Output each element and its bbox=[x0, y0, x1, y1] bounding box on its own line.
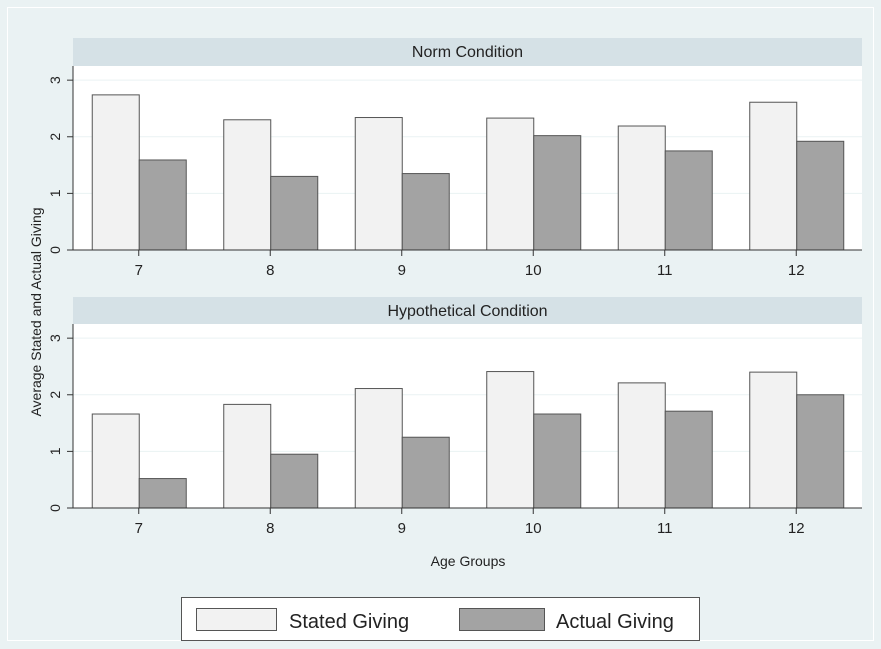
y-tick-label: 3 bbox=[47, 334, 63, 342]
bar-stated bbox=[749, 101, 798, 251]
panel-title: Hypothetical Condition bbox=[387, 303, 547, 320]
y-tick-label: 1 bbox=[47, 447, 63, 455]
bar-actual bbox=[664, 150, 713, 251]
bar-stated bbox=[223, 119, 272, 251]
bar-actual bbox=[533, 413, 582, 509]
x-tick-label: 9 bbox=[398, 262, 406, 279]
plot-area bbox=[73, 324, 862, 508]
x-tick-label: 9 bbox=[398, 520, 406, 537]
x-tick-label: 11 bbox=[657, 520, 673, 537]
x-tick-label: 8 bbox=[266, 262, 274, 279]
bar-actual bbox=[533, 135, 582, 251]
y-tick-label: 1 bbox=[47, 189, 63, 197]
panel-header bbox=[73, 297, 862, 324]
x-axis-label: Age Groups bbox=[431, 553, 506, 569]
bar-stated bbox=[617, 382, 666, 509]
y-tick-label: 2 bbox=[47, 391, 63, 399]
y-tick-label: 3 bbox=[47, 76, 63, 84]
bar-actual bbox=[138, 159, 187, 251]
x-tick-label: 7 bbox=[135, 520, 143, 537]
bar-actual bbox=[796, 140, 845, 251]
bar-actual bbox=[664, 410, 713, 509]
bar-actual bbox=[270, 453, 319, 509]
bar-stated bbox=[223, 403, 272, 509]
panel-header bbox=[73, 38, 862, 66]
bar-stated bbox=[617, 125, 666, 251]
x-tick-label: 10 bbox=[525, 520, 542, 537]
x-tick-label: 8 bbox=[266, 520, 274, 537]
x-tick-label: 12 bbox=[788, 520, 805, 537]
x-tick-label: 7 bbox=[135, 262, 143, 279]
bar-actual bbox=[401, 173, 450, 251]
y-tick-label: 2 bbox=[47, 133, 63, 141]
bar-actual bbox=[401, 436, 450, 509]
bar-stated bbox=[486, 117, 535, 251]
legend-swatch-stated bbox=[196, 608, 277, 631]
bar-actual bbox=[796, 394, 845, 509]
y-axis-label: Average Stated and Actual Giving bbox=[28, 207, 44, 416]
x-tick-label: 12 bbox=[788, 262, 805, 279]
y-tick-label: 0 bbox=[47, 504, 63, 512]
x-tick-label: 11 bbox=[657, 262, 673, 279]
legend-label-stated: Stated Giving bbox=[289, 611, 409, 633]
bar-stated bbox=[91, 413, 140, 509]
bar-stated bbox=[354, 388, 403, 509]
bar-stated bbox=[486, 371, 535, 509]
plot-area bbox=[73, 66, 862, 250]
bar-stated bbox=[749, 371, 798, 509]
panel-title: Norm Condition bbox=[412, 44, 523, 61]
legend: Stated Giving Actual Giving bbox=[181, 597, 700, 641]
bar-actual bbox=[270, 175, 319, 251]
legend-swatch-actual bbox=[459, 608, 545, 631]
y-tick-label: 0 bbox=[47, 246, 63, 254]
x-tick-label: 10 bbox=[525, 262, 542, 279]
bar-stated bbox=[91, 94, 140, 251]
bar-actual bbox=[138, 478, 187, 509]
legend-label-actual: Actual Giving bbox=[556, 611, 674, 633]
bar-stated bbox=[354, 117, 403, 251]
